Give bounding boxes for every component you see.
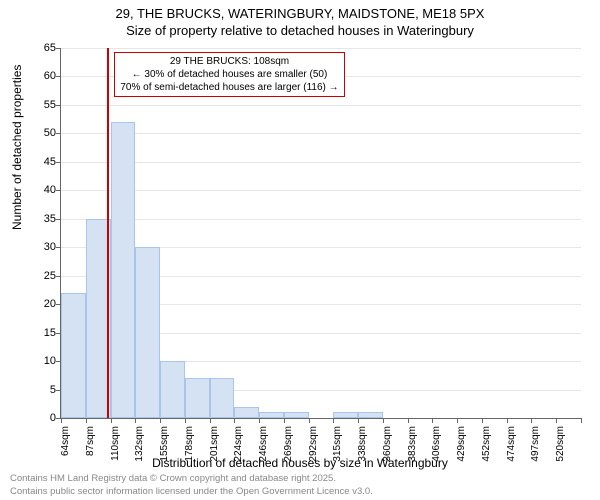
plot-area: 29 THE BRUCKS: 108sqm← 30% of detached h… (60, 48, 581, 419)
histogram-bar (160, 361, 185, 418)
y-tick (56, 76, 61, 77)
y-tick (56, 276, 61, 277)
title-area: 29, THE BRUCKS, WATERINGBURY, MAIDSTONE,… (0, 0, 600, 38)
y-tick-label: 15 (36, 327, 56, 339)
grid-line (61, 219, 581, 220)
annotation-title: 29 THE BRUCKS: 108sqm (120, 55, 338, 68)
y-tick-label: 35 (36, 213, 56, 225)
x-tick (111, 418, 112, 423)
histogram-bar (284, 412, 309, 418)
histogram-bar (210, 378, 235, 418)
x-tick (333, 418, 334, 423)
x-tick (507, 418, 508, 423)
histogram-bar (61, 293, 86, 418)
footer-line-2: Contains public sector information licen… (10, 486, 373, 498)
y-tick-label: 45 (36, 156, 56, 168)
grid-line (61, 48, 581, 49)
y-tick-label: 20 (36, 298, 56, 310)
histogram-bar (185, 378, 210, 418)
y-tick-label: 50 (36, 127, 56, 139)
grid-line (61, 105, 581, 106)
y-axis-title: Number of detached properties (10, 65, 24, 230)
title-line-1: 29, THE BRUCKS, WATERINGBURY, MAIDSTONE,… (0, 6, 600, 21)
chart-container: 29, THE BRUCKS, WATERINGBURY, MAIDSTONE,… (0, 0, 600, 500)
x-tick (358, 418, 359, 423)
x-tick (234, 418, 235, 423)
x-tick (61, 418, 62, 423)
grid-line (61, 162, 581, 163)
x-tick (581, 418, 582, 423)
grid-line (61, 190, 581, 191)
x-tick (259, 418, 260, 423)
y-tick-label: 5 (36, 384, 56, 396)
histogram-bar (234, 407, 259, 418)
x-tick (309, 418, 310, 423)
footer-line-1: Contains HM Land Registry data © Crown c… (10, 473, 373, 485)
x-tick (86, 418, 87, 423)
annotation-line-1: ← 30% of detached houses are smaller (50… (120, 68, 338, 81)
x-axis-title: Distribution of detached houses by size … (0, 456, 600, 470)
histogram-bar (259, 412, 284, 418)
x-tick (556, 418, 557, 423)
y-tick-label: 25 (36, 270, 56, 282)
footer-attribution: Contains HM Land Registry data © Crown c… (10, 473, 373, 498)
x-tick (482, 418, 483, 423)
title-line-2: Size of property relative to detached ho… (0, 23, 600, 38)
x-tick (135, 418, 136, 423)
y-tick (56, 247, 61, 248)
y-tick (56, 105, 61, 106)
x-tick (408, 418, 409, 423)
y-tick (56, 48, 61, 49)
x-tick (210, 418, 211, 423)
histogram-bar (358, 412, 383, 418)
histogram-bar (333, 412, 358, 418)
y-tick-label: 10 (36, 355, 56, 367)
x-tick (185, 418, 186, 423)
x-tick (284, 418, 285, 423)
annotation-line-2: 70% of semi-detached houses are larger (… (120, 81, 338, 94)
y-tick-label: 30 (36, 241, 56, 253)
x-tick (432, 418, 433, 423)
annotation-box: 29 THE BRUCKS: 108sqm← 30% of detached h… (114, 52, 344, 97)
x-tick (457, 418, 458, 423)
histogram-bar (111, 122, 136, 418)
x-tick (531, 418, 532, 423)
grid-line (61, 133, 581, 134)
y-tick (56, 190, 61, 191)
y-tick-label: 60 (36, 70, 56, 82)
marker-line (107, 48, 109, 418)
y-tick-label: 40 (36, 184, 56, 196)
y-tick (56, 162, 61, 163)
y-tick (56, 133, 61, 134)
x-tick (383, 418, 384, 423)
y-tick (56, 219, 61, 220)
y-tick-label: 55 (36, 99, 56, 111)
x-tick (160, 418, 161, 423)
y-tick-label: 0 (36, 412, 56, 424)
histogram-bar (135, 247, 160, 418)
y-tick-label: 65 (36, 42, 56, 54)
